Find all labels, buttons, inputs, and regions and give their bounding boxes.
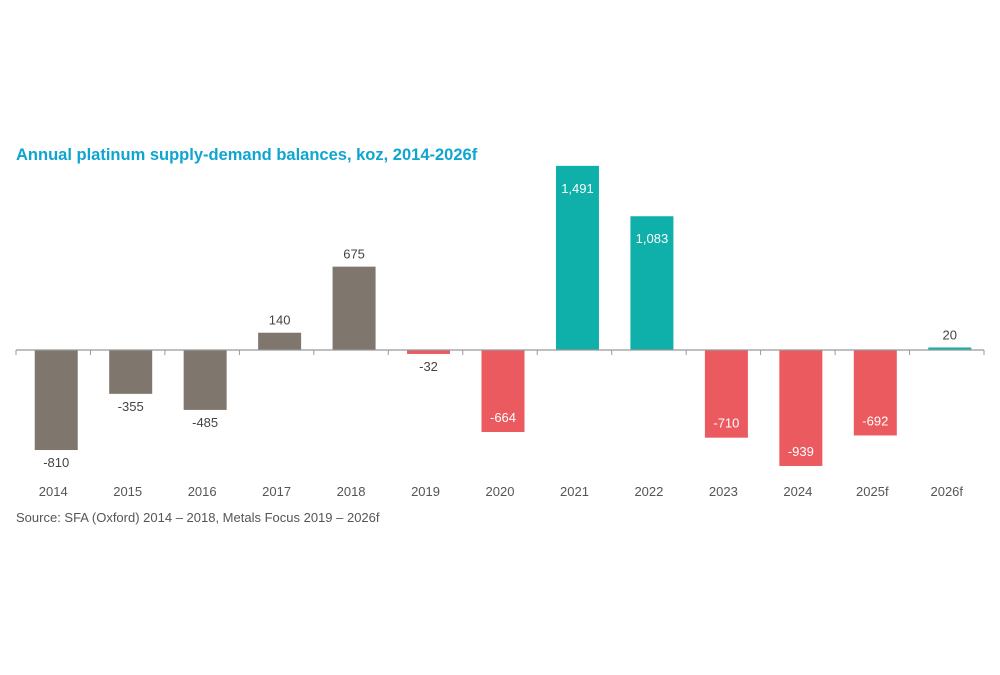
bar-2019 [407,350,451,354]
category-label: 2023 [709,484,738,499]
data-label: 1,491 [561,181,594,196]
bar-2026f [928,347,972,350]
bar-2014 [34,350,78,451]
category-label: 2026f [930,484,963,499]
category-label: 2014 [39,484,68,499]
data-label: -692 [862,413,888,428]
bar-2021 [555,165,599,350]
bar-2024 [779,350,823,466]
data-label: 675 [343,247,365,262]
data-label: 1,083 [636,231,669,246]
bar-2015 [109,350,153,394]
data-label: -710 [713,416,739,431]
category-label: 2020 [486,484,515,499]
data-label: 140 [269,313,291,328]
data-label: -664 [490,410,516,425]
bar-2017 [258,332,302,350]
data-label: -32 [419,359,438,374]
data-label: -939 [788,444,814,459]
data-label: 20 [943,328,957,343]
chart-title: Annual platinum supply-demand balances, … [16,146,478,164]
bar-2016 [183,350,227,410]
category-label: 2022 [634,484,663,499]
category-label: 2019 [411,484,440,499]
category-label: 2015 [113,484,142,499]
bar-2020 [481,350,525,433]
bar-2018 [332,266,376,350]
category-label: 2021 [560,484,589,499]
data-label: -355 [118,399,144,414]
category-label: 2017 [262,484,291,499]
category-label: 2025f [856,484,889,499]
bar-2022 [630,216,674,350]
bar-2023 [704,350,748,438]
data-label: -810 [43,455,69,470]
category-label: 2016 [188,484,217,499]
data-label: -485 [192,415,218,430]
category-label: 2024 [783,484,812,499]
source-note: Source: SFA (Oxford) 2014 – 2018, Metals… [16,510,380,525]
bar-2025f [853,350,897,436]
category-label: 2018 [337,484,366,499]
